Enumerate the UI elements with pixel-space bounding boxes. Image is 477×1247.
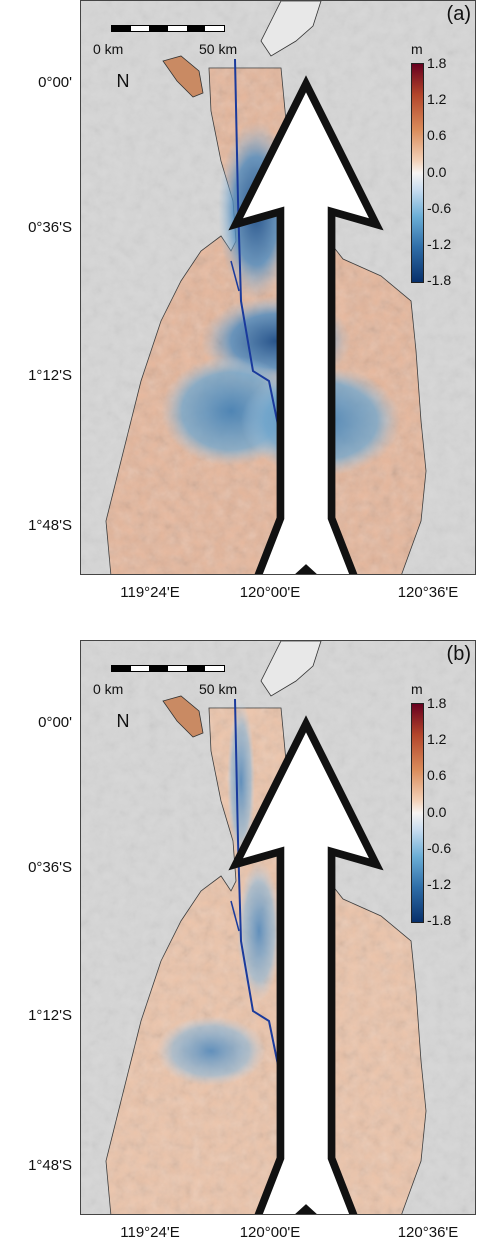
subsidence-zone-west: [156, 1016, 266, 1086]
latitude-label: 1°12'S: [28, 367, 72, 384]
longitude-label: 120°00'E: [239, 1224, 301, 1241]
colorbar-tick: 0.6: [427, 127, 447, 143]
longitude-label: 120°00'E: [239, 584, 301, 601]
colorbar-tick: 0.6: [427, 767, 447, 783]
north-arrow: N: [108, 711, 384, 1214]
longitude-label: 120°36'E: [397, 584, 459, 601]
fault-branch: [230, 900, 240, 932]
colorbar-tick: -1.2: [427, 236, 452, 252]
colorbar-tick: -1.2: [427, 876, 452, 892]
longitude-label: 119°24'E: [120, 1224, 180, 1241]
north-arrow-icon: [228, 75, 384, 574]
colorbar-unit: m: [411, 41, 423, 57]
north-arrow: N: [108, 71, 384, 574]
subsidence-zone-center: [237, 861, 281, 1001]
scale-start-label: 0 km: [93, 681, 124, 697]
longitude-label: 119°24'E: [120, 584, 180, 601]
latitude-label: 1°48'S: [28, 1157, 72, 1174]
northern-coast: [260, 641, 322, 697]
colorbar-unit: m: [411, 681, 423, 697]
northern-coast: [260, 1, 322, 57]
map-panel-b: 0 km 50 km N m 1.8 1.2 0.6 0.0 -0.6 -1.2…: [0, 640, 477, 1247]
colorbar-tick: 1.2: [427, 731, 447, 747]
latitude-label: 1°48'S: [28, 517, 72, 534]
scale-end-label: 50 km: [199, 41, 238, 57]
latitude-label: 0°36'S: [28, 219, 72, 236]
subsidence-zone-north: [227, 701, 255, 861]
fault-trace: [234, 698, 298, 1159]
north-arrow-icon: [228, 715, 384, 1214]
scale-end-label: 50 km: [199, 681, 238, 697]
colorbar-tick: 0.0: [427, 164, 447, 180]
latitude-label: 0°00': [38, 74, 72, 91]
north-label: N: [116, 71, 130, 91]
colorbar-tick: -0.6: [427, 200, 452, 216]
fault-branch: [230, 260, 240, 292]
island: [162, 55, 204, 98]
scale-start-label: 0 km: [93, 41, 124, 57]
colorbar-tick: 1.8: [427, 55, 447, 71]
island: [162, 695, 204, 738]
displacement-map-b: 0 km 50 km N m 1.8 1.2 0.6 0.0 -0.6 -1.2…: [80, 640, 476, 1215]
panel-label-b: (b): [446, 643, 471, 665]
fault-trace: [234, 58, 298, 519]
latitude-label: 1°12'S: [28, 1007, 72, 1024]
scale-bar-graphic: [111, 665, 225, 672]
longitude-label: 120°36'E: [397, 1224, 459, 1241]
displacement-map-a: 0 km 50 km N m 1.8 1.2 0.6 0.0 -0.6 -1.2…: [80, 0, 476, 575]
colorbar-tick: 1.2: [427, 91, 447, 107]
map-panel-a: 0 km 50 km N m 1.8 1.2 0.6 0.0 -0.6 -1.2…: [0, 0, 477, 610]
scale-bar-graphic: [111, 25, 225, 32]
colorbar: [411, 63, 424, 283]
colorbar-tick: 0.0: [427, 804, 447, 820]
colorbar: [411, 703, 424, 923]
latitude-label: 0°36'S: [28, 859, 72, 876]
colorbar-tick: 1.8: [427, 695, 447, 711]
colorbar-tick: -1.8: [427, 272, 452, 288]
north-label: N: [116, 711, 130, 731]
panel-label-a: (a): [446, 3, 471, 25]
latitude-label: 0°00': [38, 714, 72, 731]
colorbar-tick: -0.6: [427, 840, 452, 856]
colorbar-tick: -1.8: [427, 912, 452, 928]
